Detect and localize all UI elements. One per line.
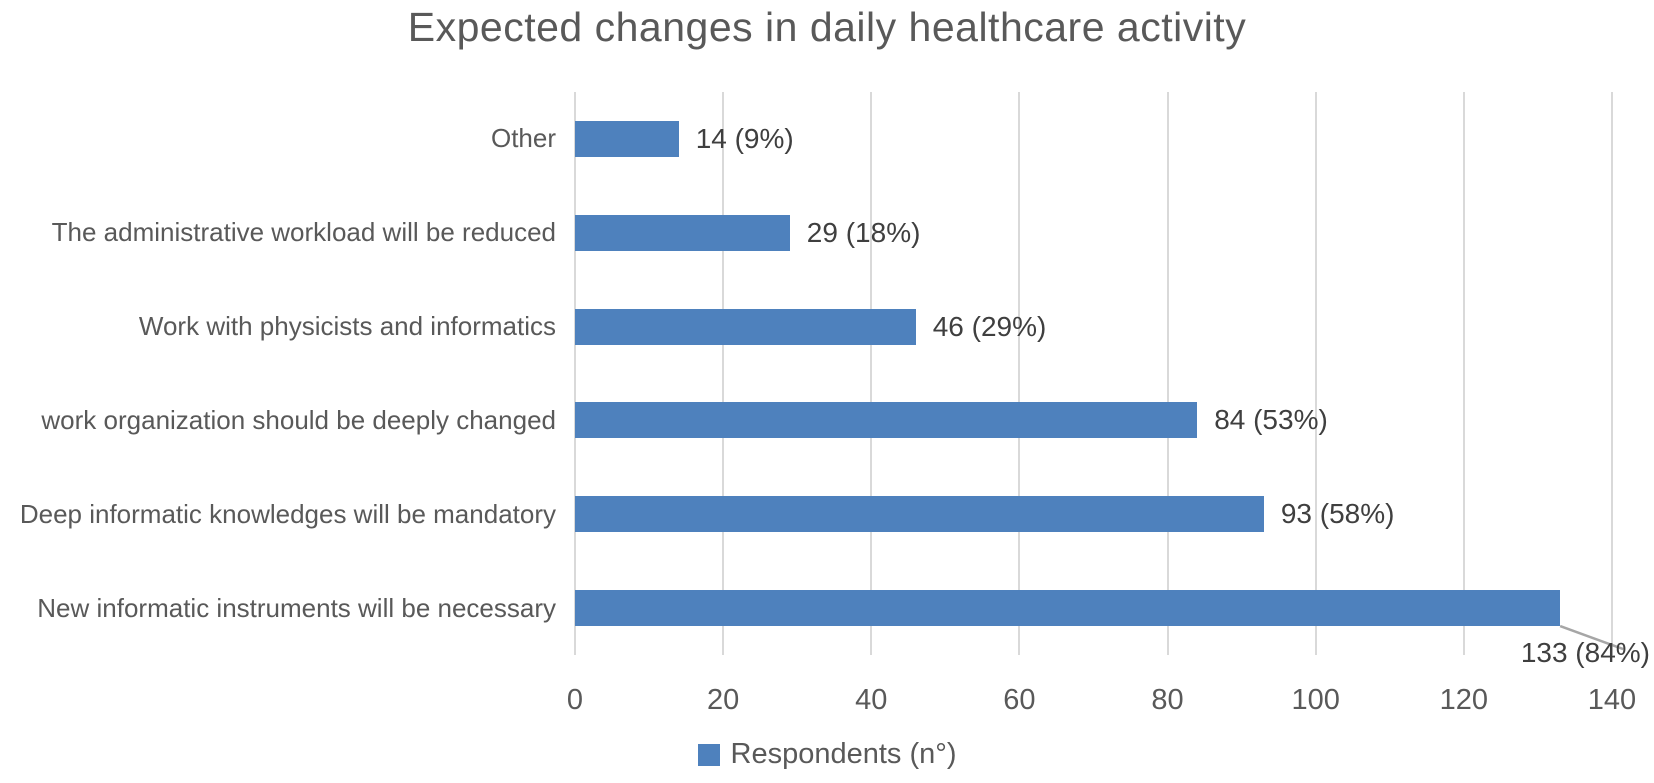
leader-line (1559, 624, 1624, 651)
leader-line-layer (1559, 624, 1624, 651)
legend: Respondents (n°) (0, 738, 1654, 771)
bar-series: 14 (9%) 29 (18%) 46 (29%) 84 (53%) 93 (58%) (575, 92, 1612, 655)
bar-row: 46 (29%) (575, 280, 1612, 374)
category-label: The administrative workload will be redu… (51, 217, 556, 248)
category-label: Work with physicists and informatics (138, 311, 556, 342)
gridline (1462, 92, 1465, 655)
category-label: work organization should be deeply chang… (41, 404, 556, 435)
chart-title: Expected changes in daily healthcare act… (407, 4, 1247, 50)
value-label: 14 (9%) (695, 122, 794, 154)
x-axis-tick: 60 (1003, 684, 1036, 716)
x-axis-tick: 20 (707, 684, 740, 716)
legend-swatch-icon (697, 743, 720, 766)
bar-row: 93 (58%) (575, 467, 1612, 561)
value-axis: 0 20 40 60 80 100 120 140 (567, 684, 1636, 720)
bar (575, 496, 1264, 533)
bar (575, 402, 1198, 439)
bar (575, 308, 916, 345)
x-axis-tick: 40 (855, 684, 888, 716)
category-axis: Other The administrative workload will be… (0, 92, 558, 655)
x-axis-tick: 0 (566, 684, 584, 716)
value-label: 46 (29%) (932, 310, 1047, 342)
value-label: 84 (53%) (1214, 404, 1328, 436)
gridline (722, 92, 725, 655)
gridline (1018, 92, 1021, 655)
value-label-callout: 133 (84%) (1520, 637, 1650, 669)
bar-row: 84 (53%) (575, 373, 1612, 467)
bar-row: 14 (9%) (575, 92, 1612, 186)
gridline (574, 92, 576, 655)
x-axis-tick: 100 (1291, 684, 1340, 716)
value-label: 29 (18%) (806, 216, 921, 248)
plot-area: 14 (9%) 29 (18%) 46 (29%) 84 (53%) 93 (58%) … (574, 92, 1650, 668)
category-label: Deep informatic knowledges will be manda… (19, 498, 556, 529)
bar (575, 214, 790, 251)
bar-row: 29 (18%) (575, 186, 1612, 280)
bar (575, 120, 679, 157)
x-axis-tick: 140 (1587, 684, 1637, 716)
legend-label: Respondents (n°) (730, 738, 957, 770)
gridline (870, 92, 873, 655)
gridline (1314, 92, 1317, 655)
category-label: New informatic instruments will be neces… (37, 592, 556, 623)
bar-row (575, 561, 1612, 655)
category-label: Other (490, 123, 556, 154)
bar (575, 590, 1561, 627)
gridline (1611, 92, 1613, 655)
value-label: 93 (58%) (1280, 498, 1395, 530)
x-axis-tick: 80 (1151, 684, 1184, 716)
gridline (1166, 92, 1169, 655)
x-axis-tick: 120 (1439, 684, 1489, 716)
